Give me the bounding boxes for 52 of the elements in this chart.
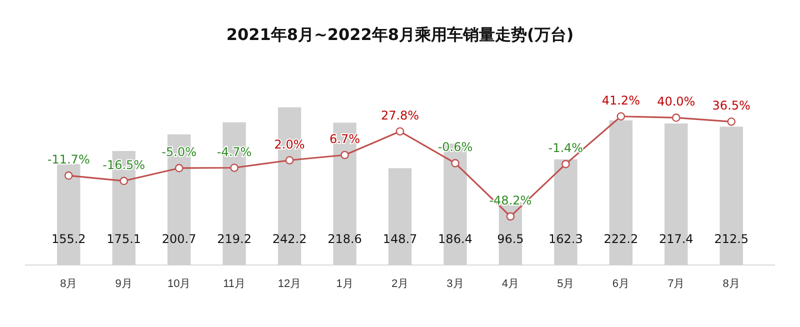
- data-label: 222.2: [604, 232, 638, 246]
- data-label: 219.2: [217, 232, 252, 246]
- data-label: -4.7%: [216, 144, 252, 159]
- point: [230, 164, 238, 172]
- point: [396, 127, 404, 136]
- data-label: -5.0%: [162, 145, 196, 160]
- point: [285, 156, 294, 164]
- point: [616, 112, 626, 121]
- data-label: -1.4%: [548, 141, 584, 156]
- data-label: 218.6: [328, 232, 362, 246]
- x-tick-label: 8月: [60, 278, 78, 290]
- point: [64, 171, 73, 180]
- data-label: 155.2: [51, 232, 86, 246]
- x-tick-label: 1月: [336, 278, 354, 290]
- data-label: 212.5: [714, 232, 749, 246]
- point: [451, 159, 460, 168]
- x-tick-label: 8月: [722, 278, 740, 290]
- data-label: 2.0%: [274, 137, 305, 152]
- data-label: -11.7%: [47, 152, 90, 167]
- x-tick-label: 2月: [391, 278, 409, 290]
- point: [506, 212, 515, 221]
- point: [174, 164, 184, 172]
- data-label: -16.5%: [102, 158, 146, 172]
- x-tick-label: 9月: [115, 278, 132, 290]
- data-label: 41.2%: [602, 93, 640, 108]
- x-tick-label: 11月: [223, 278, 246, 290]
- x-tick-label: 5月: [557, 278, 574, 290]
- chart-title: 2021年8月~2022年8月乘用车销量走势(万台): [226, 25, 574, 44]
- data-label: 217.4: [658, 232, 694, 246]
- data-label: 36.5%: [712, 98, 750, 113]
- data-label: 96.5: [497, 232, 524, 246]
- x-tick-label: 12月: [278, 278, 302, 290]
- point: [727, 117, 736, 126]
- data-label: -0.6%: [438, 140, 473, 154]
- point: [340, 150, 349, 160]
- data-label: 6.7%: [330, 132, 360, 146]
- x-tick-label: 4月: [502, 278, 520, 290]
- data-label: 175.1: [106, 232, 142, 246]
- x-tick-label: 10月: [167, 278, 191, 290]
- data-label: 162.3: [548, 232, 583, 246]
- data-label: 200.7: [162, 232, 196, 246]
- point: [672, 114, 680, 122]
- data-label: 186.4: [438, 232, 472, 246]
- data-label: 242.2: [272, 232, 307, 246]
- x-tick-label: 3月: [446, 278, 464, 290]
- x-tick-label: 7月: [668, 278, 685, 290]
- point: [562, 160, 570, 168]
- x-tick-label: 6月: [612, 278, 630, 290]
- data-label: 148.7: [382, 232, 418, 246]
- point: [120, 176, 128, 186]
- data-label: 40.0%: [657, 94, 696, 109]
- data-label: 27.8%: [380, 108, 420, 122]
